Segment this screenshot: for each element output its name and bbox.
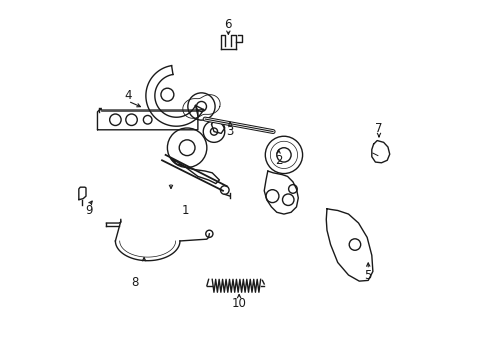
Text: 2: 2 xyxy=(274,154,282,167)
Text: 3: 3 xyxy=(226,125,233,138)
Text: 8: 8 xyxy=(131,276,139,289)
Text: 1: 1 xyxy=(181,204,189,217)
Text: 5: 5 xyxy=(364,269,371,282)
Text: 6: 6 xyxy=(224,18,232,31)
Text: 9: 9 xyxy=(84,204,92,217)
Text: 7: 7 xyxy=(374,122,382,135)
Text: 4: 4 xyxy=(124,89,131,102)
Text: 10: 10 xyxy=(231,297,246,310)
